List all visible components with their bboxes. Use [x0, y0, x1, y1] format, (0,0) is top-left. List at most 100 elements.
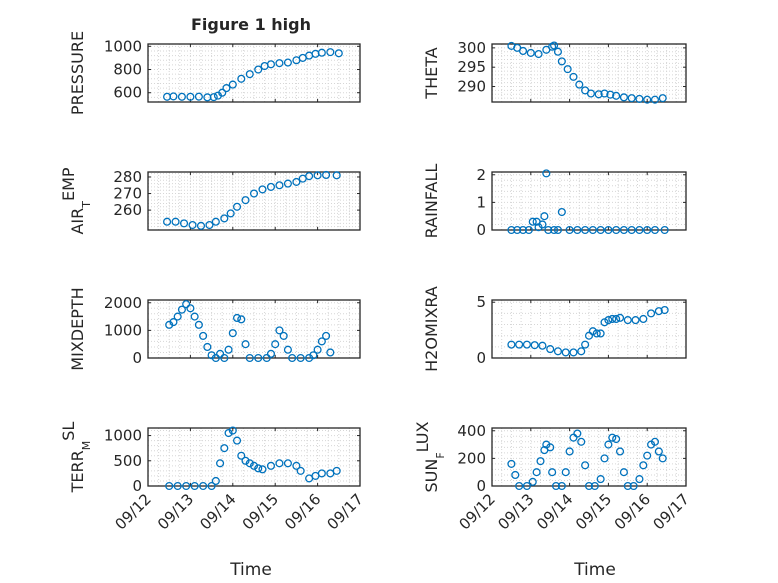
data-point: [241, 456, 250, 465]
data-point: [232, 202, 242, 211]
y-axis-label: RAINFALL: [422, 164, 441, 239]
data-point: [283, 58, 292, 67]
data-point: [573, 429, 582, 438]
data-point: [245, 70, 254, 79]
data-point: [538, 220, 547, 229]
data-point: [224, 428, 233, 438]
data-point: [322, 331, 331, 340]
data-point: [226, 209, 235, 218]
data-point: [627, 225, 636, 235]
data-point: [169, 318, 178, 327]
data-point: [322, 170, 331, 180]
data-point: [528, 477, 537, 486]
data-point: [635, 94, 644, 103]
y-axis-label: TERRMSL: [59, 422, 93, 494]
data-point: [643, 225, 652, 235]
data-point: [258, 185, 267, 194]
data-point: [266, 461, 276, 470]
data-point: [536, 457, 545, 466]
x-tick-label: 09/14: [196, 490, 239, 533]
data-point: [190, 481, 199, 491]
data-point: [629, 481, 638, 491]
data-point: [241, 340, 250, 349]
subplot-h2omixra: 0 5 H2OMIXRA: [422, 286, 687, 372]
data-point: [600, 318, 609, 327]
data-point: [515, 481, 524, 491]
data-point: [612, 225, 621, 235]
axes-box: [491, 43, 687, 103]
data-point: [577, 347, 586, 356]
data-point: [237, 74, 246, 83]
data-point: [262, 353, 271, 363]
data-point: [540, 212, 549, 221]
y-tick-label: 0: [476, 349, 486, 367]
data-point: [317, 48, 326, 57]
x-tick-label: 09/15: [572, 490, 615, 533]
data-point: [581, 461, 590, 470]
data-point: [171, 217, 180, 226]
y-axis-label: MIXDEPTH: [68, 287, 87, 370]
data-point: [612, 314, 621, 324]
data-point: [254, 65, 263, 74]
data-point: [245, 353, 254, 363]
subplot-pressure: 600 800 1000 PRESSURE: [68, 31, 361, 115]
data-point: [660, 225, 669, 235]
data-point: [612, 434, 621, 444]
data-point: [550, 41, 559, 50]
x-tick-label: 09/12: [112, 490, 155, 533]
data-point: [623, 316, 632, 325]
data-point: [654, 447, 663, 456]
data-point: [190, 312, 199, 321]
data-point: [313, 345, 322, 354]
data-point: [557, 57, 566, 66]
data-point: [241, 196, 250, 205]
x-tick-label: 09/13: [494, 490, 537, 533]
data-point: [569, 72, 578, 81]
data-point: [194, 92, 203, 101]
data-point: [182, 481, 191, 491]
data-point: [643, 95, 652, 104]
data-point: [211, 476, 220, 486]
data-point: [604, 225, 613, 235]
data-point: [581, 340, 590, 349]
data-point: [600, 454, 609, 463]
data-point: [245, 459, 254, 468]
data-point: [332, 466, 341, 475]
data-point: [604, 316, 613, 325]
y-tick-label: 280: [113, 168, 142, 186]
data-point: [650, 225, 660, 235]
y-tick-label: 300: [457, 39, 486, 57]
data-point: [266, 349, 276, 358]
data-point: [647, 309, 656, 318]
figure-title: Figure 1 high: [191, 15, 311, 34]
x-tick-label: 09/16: [281, 490, 324, 533]
axes-box: [491, 299, 687, 359]
data-point: [173, 481, 182, 491]
y-tick-label: 800: [113, 61, 142, 79]
data-point: [596, 475, 605, 484]
data-point: [169, 92, 178, 101]
data-point: [600, 89, 609, 98]
data-point: [635, 475, 644, 484]
data-point: [220, 444, 229, 453]
y-tick-label: 270: [113, 185, 142, 203]
data-point: [515, 340, 524, 349]
y-axis-label: AIRTEMP: [59, 167, 93, 234]
data-point: [228, 426, 237, 435]
data-point: [266, 182, 276, 191]
data-point: [279, 331, 288, 340]
data-point: [283, 179, 292, 188]
axes-box: [491, 427, 687, 487]
axes-box: [147, 171, 361, 231]
data-point: [271, 340, 280, 349]
data-point: [619, 468, 628, 477]
data-point: [658, 94, 667, 103]
data-point: [275, 59, 284, 68]
data-point: [292, 177, 301, 186]
data-point: [557, 481, 566, 491]
data-point: [258, 465, 267, 474]
y-tick-label: 1000: [104, 37, 142, 55]
data-point: [524, 225, 533, 235]
plot-area: [148, 44, 360, 102]
